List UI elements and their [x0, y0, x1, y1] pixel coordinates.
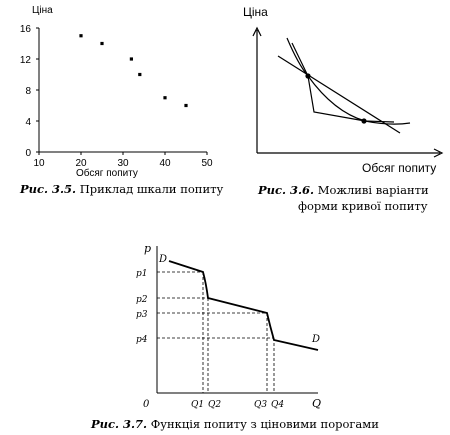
demand-curve [168, 260, 319, 351]
quantity-label-q3: Q3 [254, 400, 267, 410]
threshold-demand-diagram: p Q 0 D D p1 p2 p3 p4 Q1 Q2 Q3 Q4 [136, 242, 321, 410]
demand-curve-shapes-diagram: Ціна Обсяг попиту [243, 5, 444, 175]
y-tick-label: 4 [25, 117, 31, 128]
x-axis-arrow [433, 148, 444, 158]
caption-fig-3-7: Рис. 3.7. Функція попиту з ціновими поро… [91, 417, 379, 431]
x-tick-label: 30 [117, 158, 129, 169]
steep-demand-curve [286, 37, 411, 125]
x-tick-label: 10 [33, 158, 45, 169]
figure-3-7: p Q 0 D D p1 p2 p3 p4 Q1 Q2 Q3 Q4 [130, 240, 330, 415]
data-point [138, 72, 142, 77]
x-tick-label: 50 [201, 158, 213, 169]
price-label-p4: p4 [136, 335, 148, 345]
dashed-guides [157, 271, 275, 393]
price-label-p1: p1 [136, 269, 148, 279]
chart-axes [38, 28, 207, 153]
kinked-demand-curve [291, 42, 395, 123]
y-tick-label: 8 [25, 86, 31, 97]
caption-number: Рис. 3.6. [258, 183, 315, 197]
caption-fig-3-6: Рис. 3.6. Можливі варіанти [258, 183, 429, 197]
caption-text: Приклад шкали попиту [79, 182, 224, 196]
y-axis-label: p [144, 242, 151, 255]
chart-points [79, 34, 188, 108]
data-point [163, 96, 167, 100]
intersection-point-upper [305, 73, 311, 79]
caption-fig-3-6-line-2: форми кривої попиту [298, 199, 428, 213]
x-axis-label: Обсяг попиту [362, 161, 436, 175]
y-axis-label: Ціна [243, 5, 268, 19]
x-tick-label: 40 [159, 158, 171, 169]
x-tick-label: 20 [75, 158, 87, 169]
intersection-point-lower [361, 118, 367, 124]
figure-3-5: Ціна Обсяг попиту 10 20 30 40 50 0 4 8 12 16 [0, 0, 225, 200]
y-axis-label: Ціна [32, 5, 53, 16]
y-tick-label: 12 [20, 55, 32, 66]
x-axis-label: Q [312, 397, 321, 410]
demand-scale-chart: Ціна Обсяг попиту 10 20 30 40 50 0 4 8 12 16 [20, 5, 213, 179]
caption-number: Рис. 3.5. [20, 182, 77, 196]
price-label-p3: p3 [136, 310, 148, 320]
data-point [129, 57, 133, 61]
quantity-label-q2: Q2 [208, 400, 221, 410]
data-point [79, 34, 83, 38]
origin-label: 0 [143, 399, 150, 410]
data-point [184, 103, 188, 108]
data-point [100, 41, 104, 46]
caption-number: Рис. 3.7. [91, 417, 148, 431]
figure-3-6: Ціна Обсяг попиту [230, 0, 450, 200]
caption-line-2: форми кривої попиту [298, 199, 428, 213]
y-tick-label: 16 [20, 24, 32, 35]
y-tick-label: 0 [25, 148, 31, 159]
chart-tick-labels: 10 20 30 40 50 0 4 8 12 16 [20, 24, 213, 169]
curve-label-end: D [311, 334, 320, 345]
linear-demand-line [277, 55, 401, 134]
quantity-label-q1: Q1 [191, 400, 204, 410]
quantity-label-q4: Q4 [271, 400, 284, 410]
caption-line-1: Можливі варіанти [317, 183, 429, 197]
price-label-p2: p2 [136, 295, 148, 305]
caption-fig-3-5: Рис. 3.5. Приклад шкали попиту [20, 182, 223, 196]
curve-label-start: D [158, 254, 167, 265]
x-axis-label: Обсяг попиту [76, 167, 138, 179]
y-axis-arrow [252, 26, 262, 37]
caption-text: Функція попиту з ціновими порогами [150, 417, 379, 431]
